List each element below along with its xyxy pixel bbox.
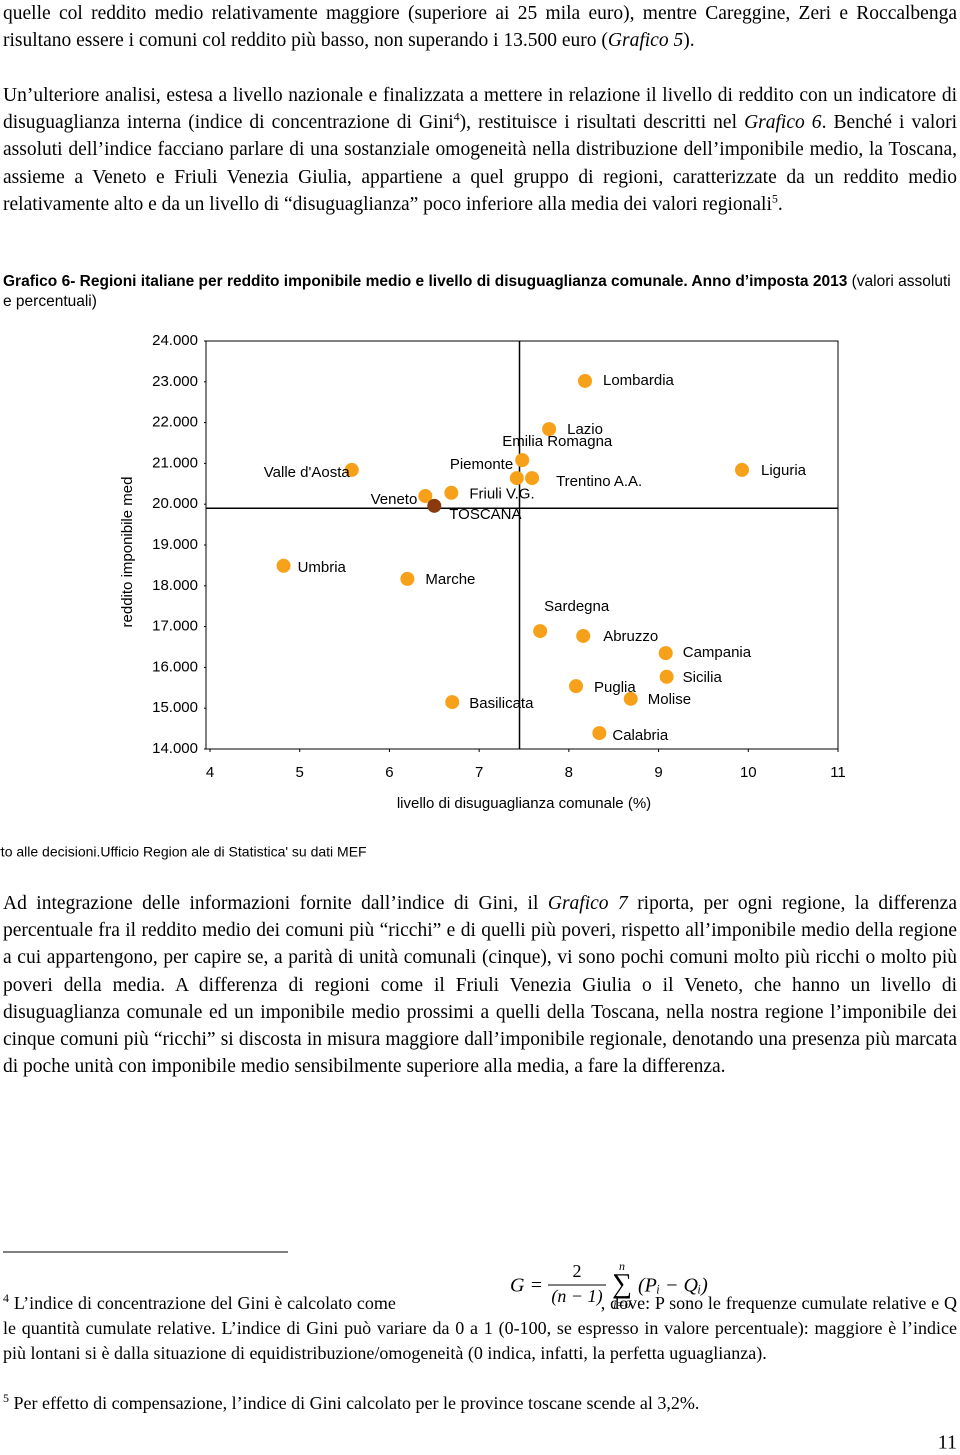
- y-tick-label: 23.000: [152, 373, 198, 390]
- point: [592, 726, 607, 741]
- y-tick-label: 14.000: [152, 740, 198, 757]
- formula-lower: i=0: [613, 1297, 630, 1311]
- footnote: 4 L’indice di concentrazione del Gini è …: [3, 1291, 957, 1366]
- text-run: , dove: P sono le frequenze cumulate rel…: [3, 1293, 957, 1363]
- point-label: Trentino A.A.: [556, 473, 642, 490]
- italic-run: Grafico 7: [547, 893, 628, 914]
- point: [276, 558, 291, 573]
- point: [400, 571, 415, 586]
- paragraph: Ad integrazione delle informazioni forni…: [3, 890, 957, 1080]
- y-tick-label: 18.000: [152, 577, 198, 594]
- point: [509, 471, 524, 486]
- point: [525, 471, 540, 486]
- footnote-ref: 4: [3, 1291, 9, 1305]
- point: [623, 691, 638, 706]
- paragraph: Un’ulteriore analisi, estesa a livello n…: [3, 82, 957, 218]
- point: [569, 679, 584, 694]
- point-label: Piemonte: [450, 456, 513, 473]
- point-label: Lazio: [567, 421, 603, 438]
- formula-numerator: 2: [573, 1261, 582, 1281]
- paragraph: quelle col reddito medio relativamente m…: [3, 0, 957, 54]
- text-run: . Benché i valori assoluti dell’indice f…: [3, 112, 957, 215]
- y-tick-label: 21.000: [152, 454, 198, 471]
- point-label: Molise: [648, 691, 691, 708]
- point-label: Basilicata: [469, 695, 534, 712]
- formula-sum: ∑: [612, 1268, 632, 1299]
- footnote: 5 Per effetto di compensazione, l’indice…: [3, 1391, 957, 1416]
- text-run: ).: [683, 30, 695, 52]
- x-tick-label: 11: [830, 764, 846, 781]
- page-number: 11: [938, 1432, 957, 1454]
- point: [344, 462, 359, 477]
- formula-denominator: (n − 1): [551, 1286, 602, 1307]
- chart-title: Grafico 6- Regioni italiane per reddito …: [3, 273, 848, 290]
- point-label: Valle d'Aosta: [264, 464, 351, 481]
- y-tick-label: 17.000: [152, 618, 198, 635]
- point: [427, 498, 442, 513]
- point: [533, 624, 548, 639]
- text-run: riporta, per ogni regione, la differenza…: [3, 893, 957, 1078]
- point-label: Emilia Romagna: [502, 433, 613, 450]
- point-label: Sicilia: [683, 669, 723, 686]
- point-label: Veneto: [371, 491, 418, 508]
- point: [735, 462, 750, 477]
- y-tick-label: 19.000: [152, 536, 198, 553]
- point: [445, 695, 460, 710]
- point: [542, 422, 557, 437]
- text-run: ), restituisce i risultati descritti nel: [459, 112, 745, 134]
- formula-upper: n: [619, 1259, 625, 1273]
- point-label: Liguria: [761, 462, 807, 479]
- text-run: L’indice di concentrazione del Gini è ca…: [9, 1293, 401, 1313]
- chart-source: Fonte: Elaborazioni 'Settore Sistema Inf…: [0, 844, 367, 860]
- y-tick-label: 22.000: [152, 414, 198, 431]
- x-axis-label: livello di disuguaglianza comunale (%): [397, 795, 651, 812]
- x-tick-label: 8: [565, 764, 573, 781]
- x-tick-label: 9: [654, 764, 662, 781]
- point: [418, 489, 433, 504]
- italic-run: Grafico 5: [607, 30, 684, 52]
- point: [578, 373, 593, 388]
- text-run: quelle col reddito medio relativamente m…: [3, 3, 957, 52]
- y-axis-label: reddito imponibile med: [119, 477, 136, 628]
- plot-frame: [205, 340, 839, 750]
- point: [515, 453, 530, 468]
- text-run: .: [777, 193, 783, 215]
- point-label: Friuli V.G.: [469, 486, 534, 503]
- text-run: Un’ulteriore analisi, estesa a livello n…: [3, 85, 957, 134]
- point-label: Umbria: [298, 559, 347, 576]
- y-tick-label: 15.000: [152, 699, 198, 716]
- point-label: Calabria: [612, 727, 669, 744]
- footnote-ref: 5: [771, 191, 778, 206]
- x-tick-label: 10: [740, 764, 757, 781]
- y-tick-label: 16.000: [152, 658, 198, 675]
- x-tick-label: 4: [206, 764, 214, 781]
- point: [444, 485, 459, 500]
- italic-run: Grafico 6: [744, 112, 822, 134]
- x-tick-label: 6: [385, 764, 393, 781]
- text-run: Ad integrazione delle informazioni forni…: [3, 893, 548, 914]
- x-tick-label: 7: [475, 764, 483, 781]
- footnote-ref: 4: [453, 109, 460, 124]
- x-tick-label: 5: [296, 764, 304, 781]
- y-tick-label: 24.000: [152, 332, 198, 349]
- chart-subtitle: (valori assoluti e percentuali): [3, 273, 951, 310]
- point-label: Campania: [683, 644, 752, 661]
- text-run: Per effetto di compensazione, l’indice d…: [9, 1393, 700, 1413]
- point: [658, 646, 673, 661]
- point-label: Abruzzo: [603, 628, 658, 645]
- point-label: TOSCANA: [449, 506, 521, 523]
- point-label: Lombardia: [603, 372, 675, 389]
- footnote-ref: 5: [3, 1391, 9, 1405]
- formula-body: (Pᵢ − Qᵢ): [638, 1275, 708, 1297]
- point: [576, 628, 591, 643]
- point: [659, 669, 674, 684]
- point-label: Sardegna: [544, 598, 610, 615]
- point-label: Puglia: [594, 679, 636, 696]
- y-tick-label: 20.000: [152, 495, 198, 512]
- chart-heading: Grafico 6- Regioni italiane per reddito …: [3, 272, 957, 312]
- point-label: Marche: [425, 571, 475, 588]
- formula-lhs: G =: [510, 1275, 543, 1297]
